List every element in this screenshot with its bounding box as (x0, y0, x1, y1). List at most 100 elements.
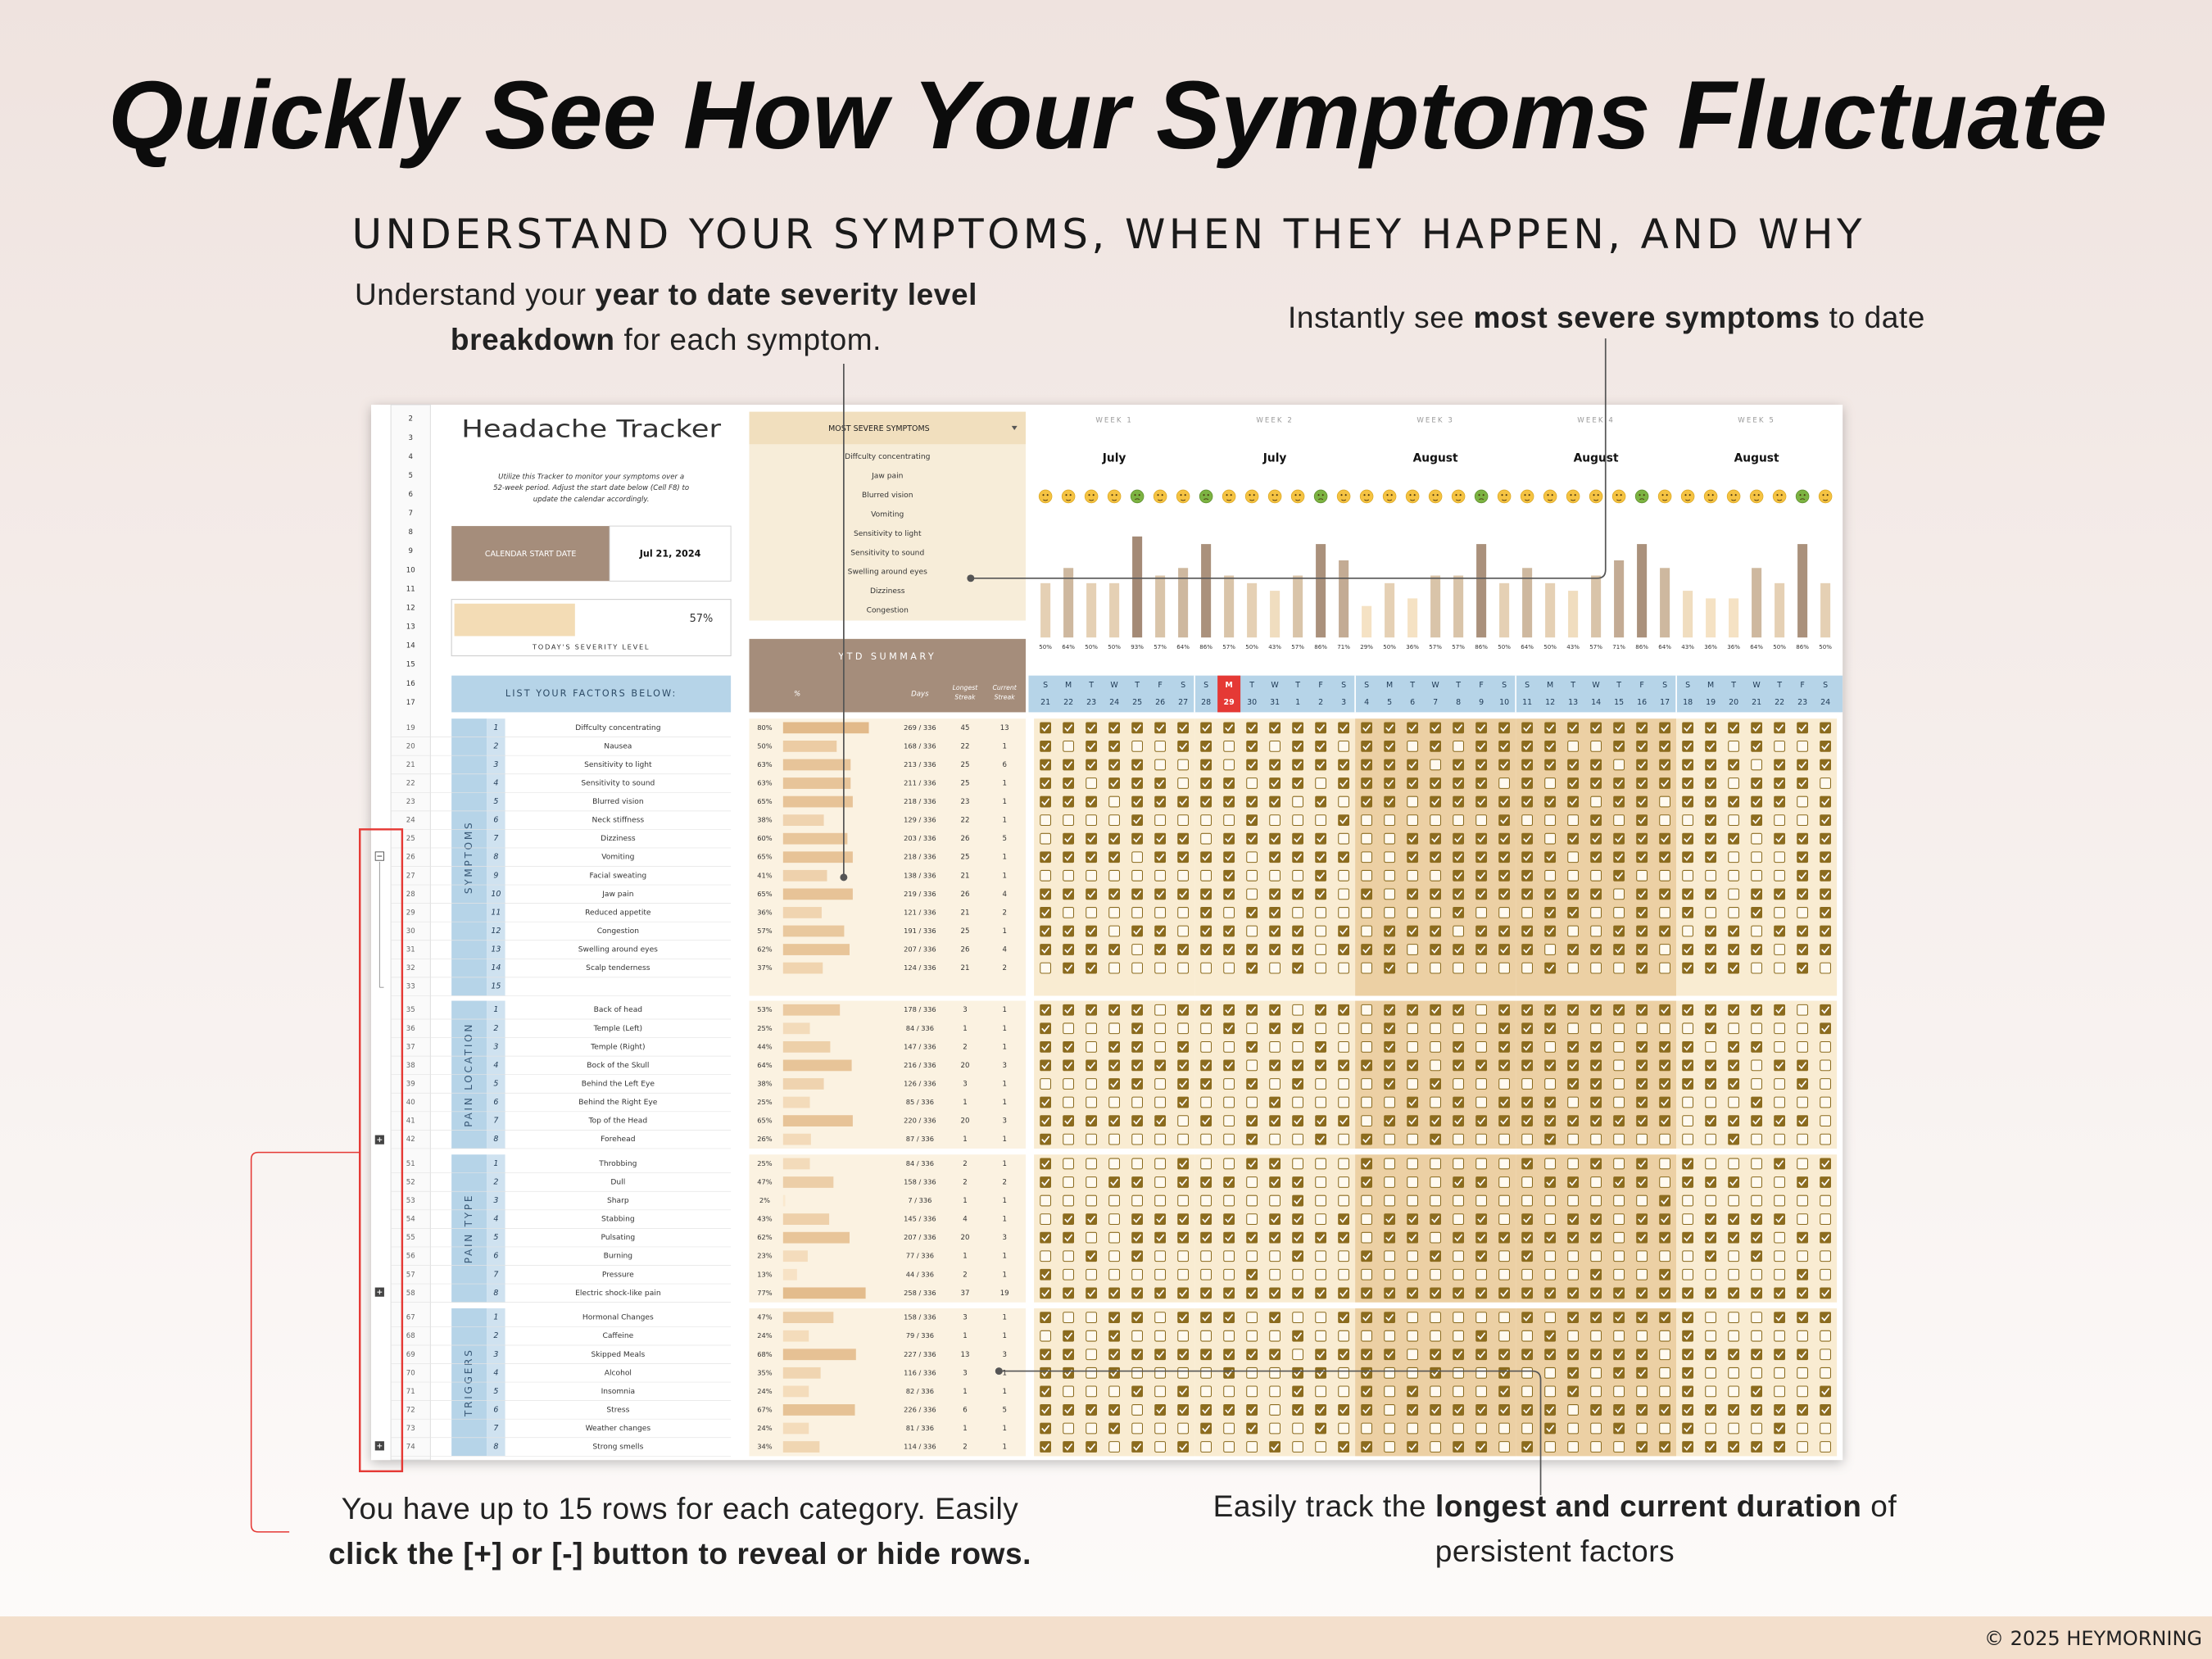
checkbox-checked (1797, 925, 1808, 937)
factor-name: Facial sweating (590, 872, 647, 880)
longest-streak: 23 (960, 798, 969, 806)
weekday-letter: W (1592, 681, 1600, 690)
check-mark (1225, 798, 1234, 806)
check-mark (1775, 927, 1784, 936)
checkbox-empty (1086, 1176, 1098, 1188)
check-mark (1615, 1425, 1624, 1433)
checkbox-empty (1774, 869, 1785, 882)
callout-segment: year to date severity level (595, 278, 977, 311)
checkbox-checked (1384, 741, 1395, 752)
check-mark (1064, 853, 1073, 862)
checkbox-empty (1567, 741, 1579, 752)
checkbox-empty (1498, 1133, 1510, 1145)
checkbox-empty (1544, 1250, 1556, 1262)
checkbox-empty (1590, 962, 1602, 974)
row-number: 68 (406, 1332, 415, 1340)
checkbox-empty (1430, 1330, 1441, 1342)
check-mark (1362, 1062, 1371, 1070)
checkbox-checked (1728, 1287, 1739, 1299)
checkbox-empty (1453, 1213, 1464, 1225)
checkbox-empty (1774, 1022, 1785, 1035)
checkbox-checked (1705, 1287, 1716, 1299)
checkbox-empty (1292, 1158, 1304, 1170)
ytd-bar (782, 1059, 852, 1072)
check-mark (1133, 1080, 1142, 1088)
week-label: WEEK 5 (1738, 416, 1775, 424)
checkbox-checked (1682, 796, 1693, 808)
checkbox-checked (1338, 1441, 1350, 1453)
check-mark (1546, 891, 1555, 899)
row-number: 73 (406, 1425, 415, 1433)
check-mark (1454, 853, 1463, 862)
check-mark (1661, 891, 1670, 899)
row-number: 10 (406, 566, 415, 574)
severity-emoji (1222, 489, 1236, 504)
checkbox-empty (1338, 796, 1350, 808)
checkbox-checked (1498, 759, 1510, 771)
check-mark (1454, 779, 1463, 787)
ytd-bar (782, 1158, 810, 1170)
check-mark (1821, 1313, 1830, 1321)
checkbox-checked (1361, 722, 1372, 734)
checkbox-empty (1177, 925, 1190, 937)
checkbox-checked (1567, 1115, 1579, 1126)
checkbox-checked (1682, 722, 1693, 734)
checkbox-checked (1246, 962, 1258, 974)
weekday-letter: S (1502, 681, 1507, 690)
checkbox-checked (1590, 1231, 1602, 1244)
check-mark (1362, 1252, 1371, 1261)
check-mark (1385, 1215, 1394, 1223)
checkbox-empty (1131, 944, 1144, 955)
checkbox-checked (1040, 1404, 1052, 1416)
item-number: 15 (491, 982, 501, 991)
check-mark (1546, 1178, 1555, 1186)
check-mark (1775, 1406, 1784, 1414)
checkbox-empty (1177, 759, 1190, 771)
weekday-letter: W (1271, 681, 1279, 690)
ytd-days: 218 / 336 (904, 797, 936, 805)
checkbox-checked (1200, 888, 1213, 900)
checkbox-checked (1728, 722, 1739, 734)
check-mark (1729, 835, 1738, 843)
emoji-eye (1157, 494, 1159, 496)
checkbox-empty (1774, 814, 1785, 827)
checkbox-checked (1751, 722, 1762, 734)
check-mark (1110, 1425, 1119, 1433)
checkbox-checked (1636, 1349, 1648, 1361)
check-mark (1202, 798, 1211, 806)
row-number: 7 (408, 510, 412, 518)
check-mark (1271, 1350, 1280, 1359)
most-severe-item: Dizziness (870, 587, 905, 596)
ytd-days: 84 / 336 (906, 1024, 934, 1032)
factor-name: Back of head (594, 1006, 642, 1014)
check-mark (1592, 945, 1601, 954)
checkbox-checked (1774, 1441, 1785, 1453)
checkbox-checked (1567, 888, 1579, 900)
checkbox-checked (1590, 1268, 1602, 1281)
check-mark (1684, 1178, 1693, 1186)
checkbox-empty (1292, 1040, 1304, 1053)
ytd-bar (782, 796, 853, 808)
checkbox-checked (1177, 1158, 1190, 1170)
checkbox-checked (1063, 796, 1075, 808)
severity-bar (1293, 575, 1303, 638)
check-mark (1798, 1406, 1807, 1414)
check-mark (1339, 853, 1349, 862)
checkbox-checked (1659, 1441, 1670, 1453)
checkbox-checked (1338, 1287, 1350, 1299)
checkbox-checked (1475, 722, 1487, 734)
ytd-percent: 38% (757, 816, 772, 824)
item-number: 5 (493, 1233, 498, 1242)
checkbox-checked (1751, 1004, 1762, 1016)
check-mark (1041, 1178, 1050, 1186)
check-mark (1454, 1117, 1463, 1125)
severity-bar (1362, 605, 1372, 638)
check-mark (1110, 1290, 1119, 1298)
check-mark (1500, 742, 1509, 750)
checkbox-empty (1086, 1330, 1098, 1342)
check-mark (1752, 1290, 1761, 1298)
ytd-bar (782, 1349, 856, 1361)
emoji-eye (1776, 494, 1779, 496)
emoji-eye (1321, 494, 1324, 496)
